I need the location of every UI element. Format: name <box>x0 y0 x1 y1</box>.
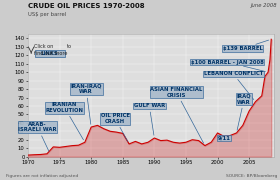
Text: to: to <box>67 44 72 49</box>
Text: SOURCE: BP/Bloomberg: SOURCE: BP/Bloomberg <box>226 174 277 178</box>
Text: find out more: find out more <box>34 51 67 56</box>
Text: $139 BARREL: $139 BARREL <box>223 40 269 51</box>
Text: Figures are not inflation adjusted: Figures are not inflation adjusted <box>6 174 78 178</box>
Text: $100 BARREL - JAN 2008: $100 BARREL - JAN 2008 <box>191 60 265 71</box>
Text: CRUDE OIL PRICES 1970-2008: CRUDE OIL PRICES 1970-2008 <box>28 3 145 9</box>
Text: LINKS: LINKS <box>41 51 59 56</box>
Text: GULF WAR: GULF WAR <box>134 103 165 135</box>
Text: IRAN-IRAQ
WAR: IRAN-IRAQ WAR <box>70 84 102 124</box>
Text: LEBANON CONFLICT: LEBANON CONFLICT <box>204 71 263 100</box>
Text: IRANIAN
REVOLUTION: IRANIAN REVOLUTION <box>46 102 84 140</box>
Text: Click on: Click on <box>34 44 53 49</box>
Text: US$ per barrel: US$ per barrel <box>28 12 66 17</box>
Text: ASIAN FINANCIAL
CRISIS: ASIAN FINANCIAL CRISIS <box>150 87 204 143</box>
Text: IRAQ
WAR: IRAQ WAR <box>237 94 251 130</box>
Text: June 2008: June 2008 <box>251 3 277 8</box>
FancyBboxPatch shape <box>35 50 65 57</box>
Text: 9/11: 9/11 <box>217 136 230 141</box>
Text: OIL PRICE
CRASH: OIL PRICE CRASH <box>101 113 130 141</box>
Text: ARAB-
ISRAELI WAR: ARAB- ISRAELI WAR <box>18 122 57 151</box>
